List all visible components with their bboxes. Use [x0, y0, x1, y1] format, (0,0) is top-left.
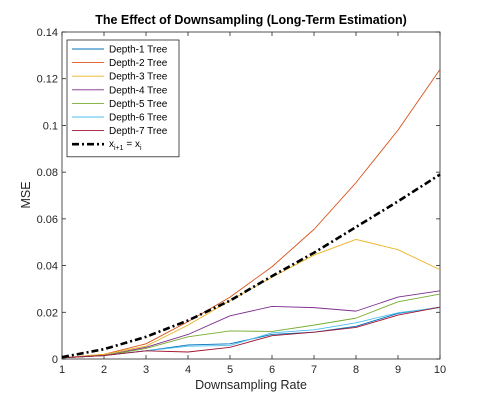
y-tick-label: 0.1	[43, 120, 58, 132]
y-tick-label: 0.04	[37, 261, 58, 273]
series-line-8	[61, 173, 441, 359]
x-tick-label: 10	[434, 364, 446, 376]
legend-label: Depth-4 Tree	[109, 85, 168, 96]
x-tick-label: 3	[143, 364, 149, 376]
legend-label: Depth-6 Tree	[109, 113, 168, 124]
y-tick-label: 0	[52, 354, 58, 366]
legend-label: xi+1 = xi	[109, 139, 142, 152]
series-line-3	[61, 238, 441, 359]
series-line-2	[61, 69, 441, 359]
legend-box	[66, 39, 180, 158]
legend-label: Depth-3 Tree	[109, 72, 168, 83]
x-tick-label: 4	[185, 364, 191, 376]
x-tick-label: 9	[395, 364, 401, 376]
x-tick-label: 6	[269, 364, 275, 376]
plot-area: 1 2 3 4 5 6 7 8 9 10 0 0.02 0.04 0.06 0.08 0.1 0.12 0.14	[37, 27, 447, 376]
y-tick-label: 0.12	[37, 74, 58, 86]
legend: Depth-1 Tree Depth-2 Tree Depth-3 Tree Dept…	[66, 39, 180, 158]
y-tick-label: 0.06	[37, 214, 58, 226]
series-line-5	[61, 293, 441, 359]
y-tick-label: 0.08	[37, 167, 58, 179]
x-tick-label: 2	[101, 364, 107, 376]
chart-title: The Effect of Downsampling (Long-Term Es…	[95, 13, 407, 27]
series-line-4	[61, 290, 441, 359]
y-tick-label: 0.14	[37, 27, 58, 39]
y-tick-label: 0.02	[37, 307, 58, 319]
x-axis-label: Downsampling Rate	[195, 378, 307, 392]
legend-label: Depth-1 Tree	[109, 45, 168, 56]
legend-label: Depth-7 Tree	[109, 126, 168, 137]
x-tick-label: 8	[353, 364, 359, 376]
y-axis-label: MSE	[19, 181, 33, 208]
x-tick-label: 5	[227, 364, 233, 376]
x-tick-label: 1	[59, 364, 65, 376]
x-tick-label: 7	[311, 364, 317, 376]
axes-box	[61, 31, 441, 360]
legend-label: Depth-2 Tree	[109, 58, 168, 69]
series-line-7	[61, 306, 441, 359]
legend-label: Depth-5 Tree	[109, 99, 168, 110]
